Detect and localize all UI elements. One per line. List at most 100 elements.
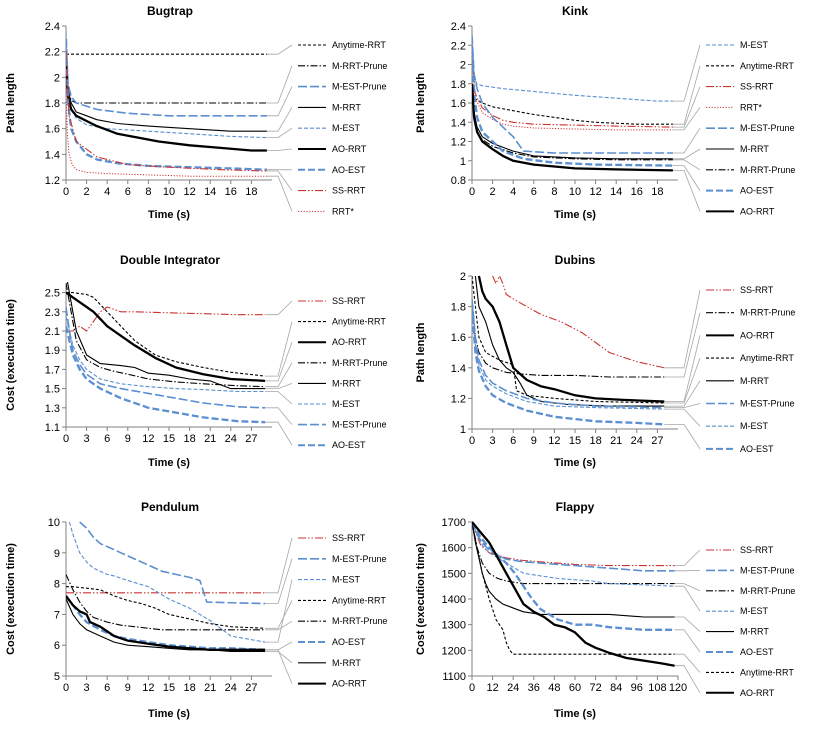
y-tick-label: 2 xyxy=(460,60,466,72)
x-tick-label: 18 xyxy=(245,186,257,198)
legend-label: RRT* xyxy=(332,206,354,216)
legend-label: M-EST-Prune xyxy=(740,123,795,133)
x-tick-label: 21 xyxy=(610,435,622,447)
x-tick-label: 0 xyxy=(469,435,475,447)
legend-label: M-EST-Prune xyxy=(740,565,795,575)
y-tick-label: 5 xyxy=(54,671,60,683)
y-tick-label: 2.3 xyxy=(45,307,60,319)
y-tick-label: 8 xyxy=(54,579,60,591)
x-tick-label: 24 xyxy=(225,682,237,694)
y-tick-label: 1.6 xyxy=(451,332,466,344)
x-tick-label: 48 xyxy=(548,682,560,694)
x-tick-label: 24 xyxy=(225,433,237,445)
y-tick-label: 7 xyxy=(54,609,60,621)
legend-label: M-EST-Prune xyxy=(740,399,795,409)
legend-label: AO-RRT xyxy=(332,337,367,347)
x-axis-title: Time (s) xyxy=(554,708,596,720)
y-tick-label: 1500 xyxy=(442,568,466,580)
legend-label: AO-EST xyxy=(740,647,774,657)
legend-label: AO-EST xyxy=(332,637,366,647)
legend-label: M-EST-Prune xyxy=(332,554,387,564)
legend-label: M-RRT-Prune xyxy=(740,308,795,318)
x-tick-label: 24 xyxy=(631,435,643,447)
y-tick-label: 1.8 xyxy=(451,302,466,314)
x-axis-title: Time (s) xyxy=(148,708,190,720)
y-tick-label: 1.6 xyxy=(45,124,60,136)
legend-label: AO-RRT xyxy=(332,679,367,689)
x-tick-label: 16 xyxy=(631,186,643,198)
x-axis-title: Time (s) xyxy=(148,457,190,469)
y-tick-label: 6 xyxy=(54,640,60,652)
x-tick-label: 27 xyxy=(245,682,257,694)
y-tick-label: 9 xyxy=(54,548,60,560)
x-tick-label: 6 xyxy=(104,682,110,694)
x-tick-label: 60 xyxy=(569,682,581,694)
x-tick-label: 0 xyxy=(63,433,69,445)
y-tick-label: 1200 xyxy=(442,645,466,657)
legend-label: M-RRT xyxy=(740,144,769,154)
x-tick-label: 84 xyxy=(610,682,622,694)
legend-label: RRT* xyxy=(740,102,762,112)
legend-label: M-RRT xyxy=(332,378,361,388)
y-tick-label: 1.6 xyxy=(451,98,466,110)
x-tick-label: 12 xyxy=(486,682,498,694)
x-tick-label: 3 xyxy=(84,433,90,445)
chart-title: Pendulum xyxy=(141,500,199,514)
y-tick-label: 1700 xyxy=(442,517,466,529)
y-tick-label: 1100 xyxy=(442,671,466,683)
x-tick-label: 18 xyxy=(183,682,195,694)
legend-label: AO-RRT xyxy=(740,330,775,340)
legend-label: SS-RRT xyxy=(332,533,366,543)
y-tick-label: 1.5 xyxy=(45,384,60,396)
y-axis-title: Cost (execution time) xyxy=(415,543,427,655)
legend-label: M-EST-Prune xyxy=(332,420,387,430)
legend-label: AO-RRT xyxy=(740,206,775,216)
legend-label: SS-RRT xyxy=(332,186,366,196)
legend-label: AO-EST xyxy=(740,186,774,196)
x-tick-label: 14 xyxy=(204,186,216,198)
legend-label: Anytime-RRT xyxy=(332,595,386,605)
y-axis-title: Path length xyxy=(415,73,427,133)
x-tick-label: 0 xyxy=(63,682,69,694)
y-tick-label: 1.3 xyxy=(45,403,60,415)
y-tick-label: 1.1 xyxy=(45,422,60,434)
y-tick-label: 1.2 xyxy=(45,175,60,187)
legend-label: M-EST xyxy=(332,575,361,585)
y-axis-title: Cost (execution time) xyxy=(5,299,17,411)
x-tick-label: 18 xyxy=(651,186,663,198)
y-tick-label: 1.8 xyxy=(451,79,466,91)
x-tick-label: 6 xyxy=(104,433,110,445)
x-tick-label: 72 xyxy=(589,682,601,694)
x-tick-label: 27 xyxy=(245,433,257,445)
y-tick-label: 1.2 xyxy=(451,393,466,405)
x-tick-label: 12 xyxy=(142,682,154,694)
x-axis-title: Time (s) xyxy=(148,209,190,221)
x-tick-label: 10 xyxy=(569,186,581,198)
x-tick-label: 0 xyxy=(469,682,475,694)
x-tick-label: 96 xyxy=(631,682,643,694)
y-tick-label: 1 xyxy=(460,424,466,436)
y-tick-label: 1300 xyxy=(442,620,466,632)
x-tick-label: 2 xyxy=(84,186,90,198)
y-tick-label: 2.4 xyxy=(45,21,60,33)
y-tick-label: 1600 xyxy=(442,543,466,555)
x-tick-label: 14 xyxy=(610,186,622,198)
legend-label: M-RRT-Prune xyxy=(332,358,387,368)
legend-label: SS-RRT xyxy=(332,296,366,306)
chart-title: Dubins xyxy=(555,253,596,267)
legend-label: AO-EST xyxy=(740,444,774,454)
legend-label: M-EST xyxy=(332,399,361,409)
y-tick-label: 2.1 xyxy=(45,326,60,338)
y-axis-title: Cost (execution time) xyxy=(5,543,17,655)
x-tick-label: 15 xyxy=(163,682,175,694)
x-tick-label: 3 xyxy=(84,682,90,694)
x-tick-label: 27 xyxy=(651,435,663,447)
x-tick-label: 2 xyxy=(490,186,496,198)
y-tick-label: 1.7 xyxy=(45,364,60,376)
x-tick-label: 12 xyxy=(548,435,560,447)
legend-label: SS-RRT xyxy=(740,545,774,555)
legend-label: M-RRT-Prune xyxy=(332,61,387,71)
x-tick-label: 9 xyxy=(531,435,537,447)
x-tick-label: 4 xyxy=(510,186,516,198)
